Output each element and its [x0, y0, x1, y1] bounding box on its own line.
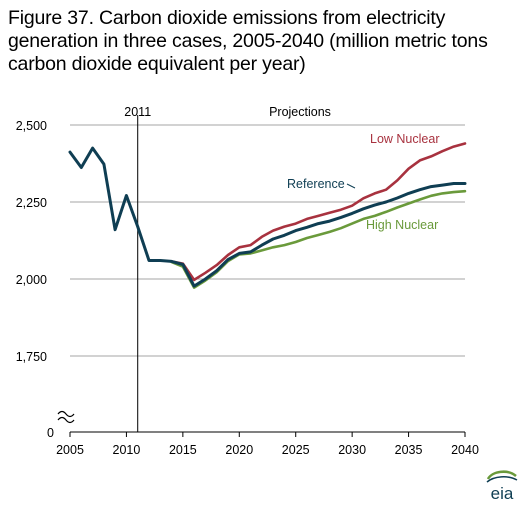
x-tick-label: 2040: [451, 443, 479, 457]
eia-logo-swoosh: [486, 470, 517, 480]
low-nuclear-label: Low Nuclear: [370, 132, 439, 146]
y-tick-label: 2,250: [16, 196, 47, 210]
figure-title: Figure 37. Carbon dioxide emissions from…: [8, 7, 488, 75]
eia-logo-text: eia: [491, 484, 514, 503]
x-tick-label: 2010: [113, 443, 141, 457]
axis-break-icon: [57, 410, 75, 418]
y-tick-label: 2,000: [16, 273, 47, 287]
y-tick-label: 1,750: [16, 350, 47, 364]
history-divider-label: 2011: [124, 105, 151, 119]
x-tick-label: 2025: [282, 443, 310, 457]
projections-label: Projections: [269, 105, 331, 119]
eia-logo: eia: [486, 470, 518, 503]
low-nuclear-line: [170, 142, 467, 282]
x-tick-label: 2005: [56, 443, 84, 457]
x-tick-label: 2015: [169, 443, 197, 457]
reference-line: [68, 146, 467, 288]
y-tick-label: 0: [47, 426, 54, 440]
reference-label-leader: [346, 183, 356, 189]
x-tick-label: 2030: [338, 443, 366, 457]
y-tick-label: 2,500: [16, 119, 47, 133]
axis-break-icon: [57, 416, 75, 424]
x-tick-label: 2035: [395, 443, 423, 457]
reference-label: Reference: [287, 177, 345, 191]
x-tick-label: 2020: [225, 443, 253, 457]
high-nuclear-label: High Nuclear: [366, 218, 438, 232]
